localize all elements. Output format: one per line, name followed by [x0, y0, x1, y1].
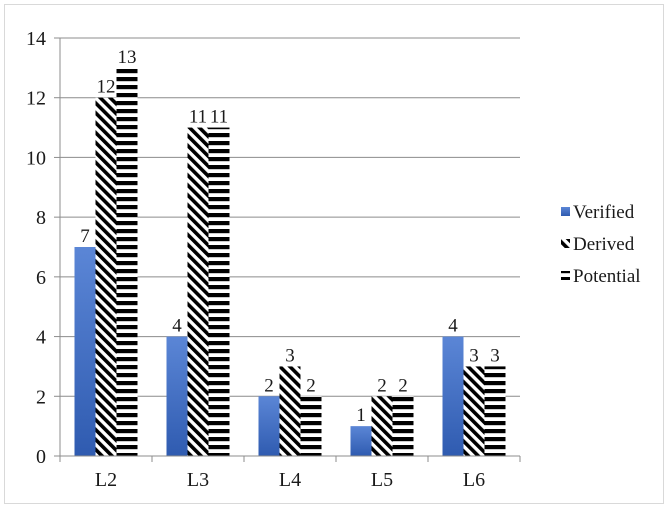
chart-frame: 0 2 4 6 8 10 12 14 L2 L3 L4 L5 L6 7 12 13 4 11 11 2 3 2 1 2 2 4 3… — [4, 4, 664, 504]
legend-swatch — [561, 239, 570, 248]
data-label: 4 — [172, 316, 182, 337]
y-tick-label: 10 — [26, 147, 46, 169]
y-tick-label: 14 — [26, 28, 46, 50]
y-tick-label: 0 — [36, 446, 46, 468]
x-tick-label: L2 — [95, 469, 117, 491]
data-label: 11 — [210, 107, 228, 128]
data-label: 1 — [356, 405, 366, 426]
legend-swatch — [561, 207, 570, 216]
data-label: 2 — [377, 375, 387, 396]
x-tick-label: L3 — [187, 469, 209, 491]
y-tick-label: 4 — [36, 327, 46, 349]
bar-potential — [392, 396, 414, 456]
y-tick-label: 12 — [26, 88, 46, 110]
legend-label: Derived — [573, 234, 635, 255]
bar-verified — [442, 336, 464, 456]
bar-potential — [300, 396, 322, 456]
data-label: 13 — [118, 47, 137, 68]
data-label: 2 — [398, 375, 408, 396]
y-tick-label: 8 — [36, 207, 46, 229]
data-label: 12 — [97, 77, 116, 98]
bar-verified — [74, 247, 96, 456]
bar-verified — [166, 336, 188, 456]
y-tick-label: 2 — [36, 386, 46, 408]
legend-swatch — [561, 271, 570, 280]
bar-derived — [187, 127, 209, 457]
y-tick-label: 6 — [36, 267, 46, 289]
legend-label: Potential — [573, 266, 641, 287]
data-label: 11 — [189, 107, 207, 128]
bar-potential — [484, 366, 506, 456]
bar-potential — [116, 67, 138, 456]
bars — [74, 67, 506, 457]
data-label: 7 — [80, 226, 90, 247]
x-tick-label: L6 — [463, 469, 485, 491]
data-label: 2 — [264, 375, 274, 396]
bar-verified — [350, 426, 372, 456]
legend: Verified Derived Potential — [561, 202, 641, 287]
bar-derived — [463, 366, 485, 456]
x-tick-label: L4 — [279, 469, 301, 491]
bar-derived — [279, 366, 301, 456]
bar-potential — [208, 127, 230, 457]
bar-derived — [371, 396, 393, 456]
data-label: 3 — [469, 345, 479, 366]
data-label: 4 — [448, 316, 458, 337]
data-label: 3 — [285, 345, 295, 366]
bar-verified — [258, 396, 280, 456]
data-label: 2 — [306, 375, 316, 396]
data-label: 3 — [490, 345, 500, 366]
bar-derived — [95, 97, 117, 456]
x-tick-label: L5 — [371, 469, 393, 491]
legend-label: Verified — [573, 202, 635, 223]
